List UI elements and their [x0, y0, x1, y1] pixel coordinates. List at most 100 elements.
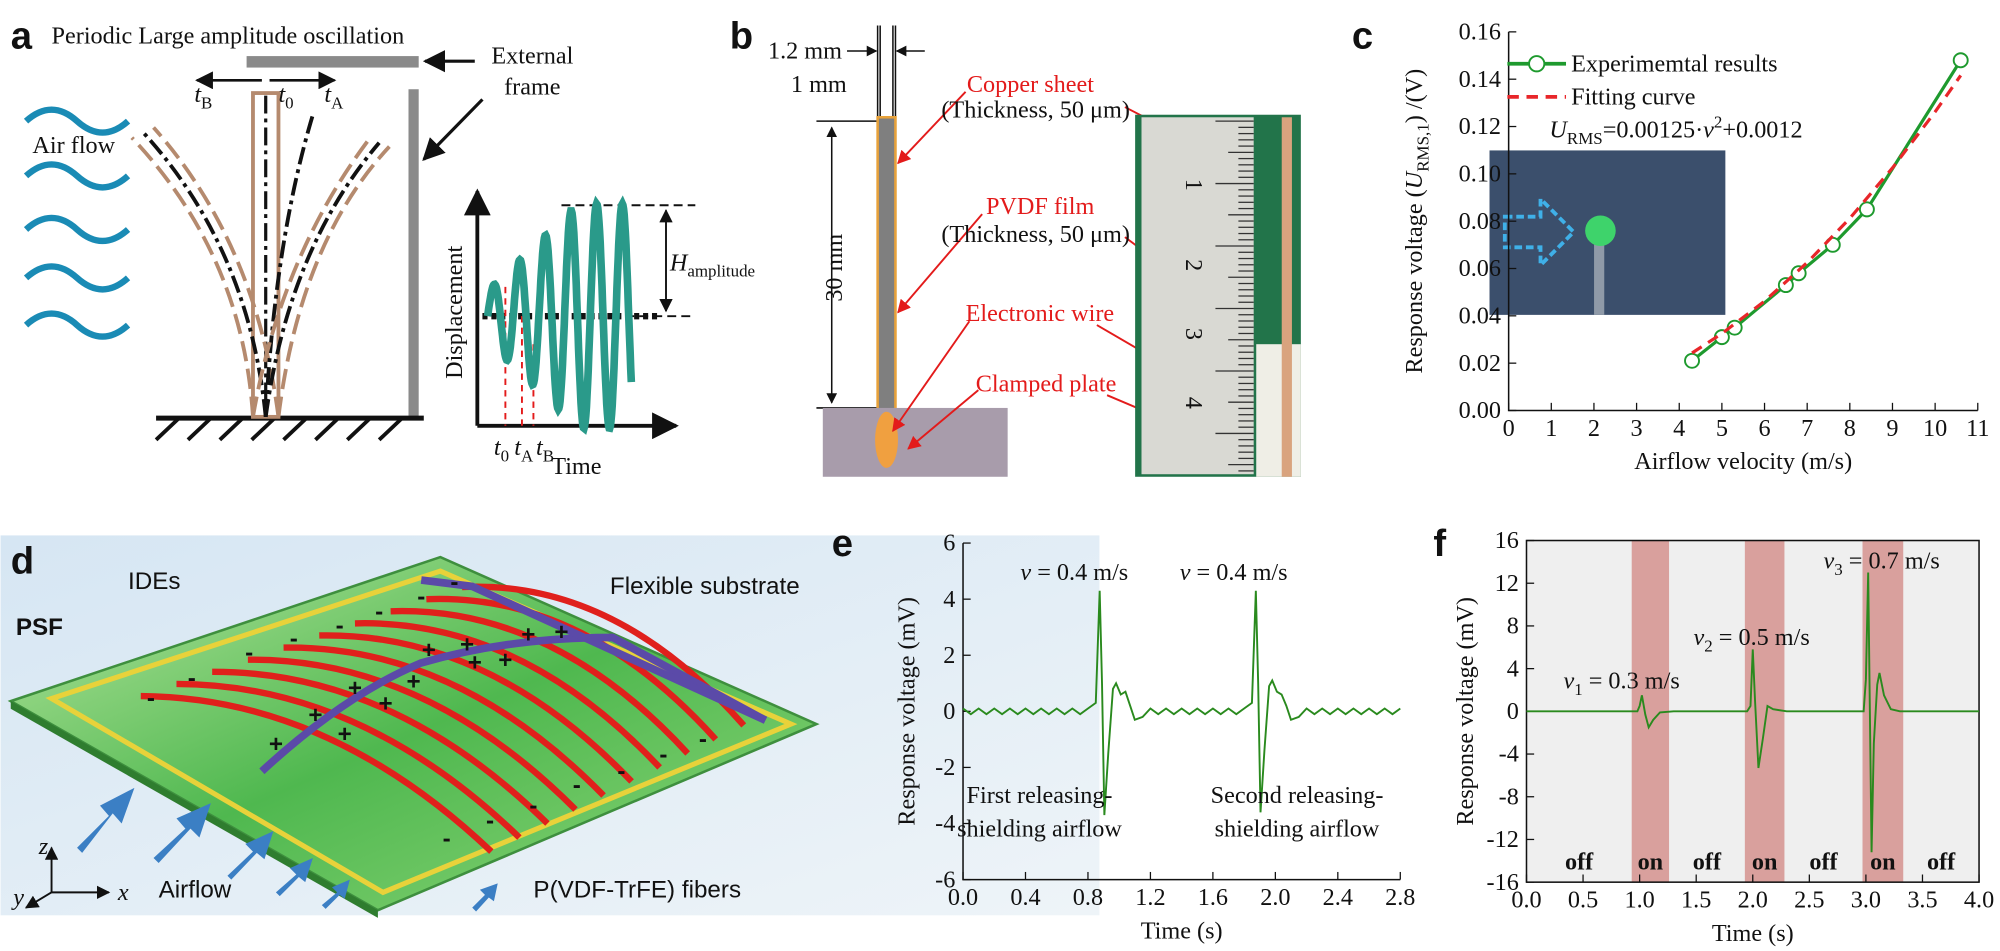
text-part: 2 [1714, 112, 1722, 131]
state-label: on [1638, 848, 1664, 875]
y-tick-label: 4 [1507, 655, 1519, 682]
state-label: off [1565, 848, 1594, 875]
text-part: t [194, 81, 202, 108]
charge: - [617, 758, 625, 785]
fiber [319, 632, 634, 784]
charge: - [699, 726, 707, 753]
charge: + [308, 702, 322, 729]
fiber [247, 656, 578, 812]
y-tick-label: 0.16 [1459, 19, 1501, 46]
x-tick-label: 5 [1716, 415, 1728, 442]
charge: + [378, 690, 392, 717]
data-point [1684, 352, 1700, 369]
charge: - [147, 685, 155, 712]
x-tick-label: 0.8 [1073, 884, 1103, 911]
y-tick-label: 12 [1495, 570, 1519, 597]
text-part: t [494, 434, 502, 461]
substrate-edge [10, 701, 378, 918]
x-tick-label: 7 [1801, 415, 1813, 442]
x-tick-label: 0.4 [1010, 884, 1040, 911]
text-part: v [1824, 548, 1835, 575]
charge: - [450, 569, 458, 596]
text-part: t [514, 434, 522, 461]
y-tick-label: -12 [1487, 826, 1519, 853]
axes [1507, 31, 1978, 412]
text-part: RMS [1567, 129, 1603, 148]
panel-d-drawing [0, 535, 1100, 918]
time-label: tA [324, 81, 344, 112]
label: Flexible substrate [610, 573, 800, 600]
dimension-label: 1.2 mm [768, 38, 842, 65]
axis-letter: z [38, 833, 49, 860]
panel-letter: d [11, 540, 34, 583]
text-part: = 0.7 m/s [1843, 548, 1940, 575]
text-part: A [521, 446, 534, 465]
x-tick-label: 3.5 [1907, 887, 1937, 914]
ides [45, 568, 798, 896]
component-label: PVDF film [986, 193, 1094, 220]
x-tick-label: 8 [1844, 415, 1856, 442]
fiber [390, 607, 691, 756]
y-axis-label: Response voltage (URMS,1) /(V) [1401, 69, 1432, 374]
coord-axes [24, 846, 111, 909]
component-note: (Thickness, 50 μm) [941, 221, 1130, 248]
fiber [212, 668, 550, 826]
wire [259, 633, 768, 775]
x-tick-label: 10 [1923, 415, 1947, 442]
text-part: = 0.3 m/s [1583, 667, 1680, 694]
text-part: 2 [1704, 636, 1712, 655]
charge: + [468, 650, 482, 677]
component-label: Clamped plate [976, 370, 1117, 397]
text-part: RMS,1 [1413, 123, 1432, 171]
x-tick-label: 2.8 [1385, 884, 1415, 911]
state-label: off [1809, 848, 1838, 875]
time-label: tA [514, 434, 534, 465]
text-part: 1 [1574, 680, 1582, 699]
data-point [1858, 201, 1875, 218]
oscillation [483, 195, 636, 435]
text-part: amplitude [687, 262, 755, 281]
text-part: v [1703, 117, 1714, 144]
y-tick-label: -16 [1487, 869, 1519, 896]
charge: - [529, 792, 537, 819]
text-part: =0.00125· [1603, 117, 1703, 144]
charge: + [554, 619, 568, 646]
charge: - [417, 583, 425, 610]
time-label: tB [194, 81, 212, 112]
y-tick-label: 2 [943, 642, 955, 669]
panel-letter: c [1352, 14, 1373, 57]
x-tick-label: 9 [1886, 415, 1898, 442]
y-tick-label: -8 [1499, 783, 1519, 810]
caption: First releasing- [967, 782, 1113, 809]
label: P(VDF-TrFE) fibers [533, 876, 741, 903]
text-part: ) /(V) [1401, 69, 1428, 123]
charge: - [443, 825, 451, 852]
sensor [1585, 215, 1616, 247]
x-tick-label: 0.0 [1511, 887, 1541, 914]
axis-letter: x [117, 879, 129, 906]
ruler-digit: 4 [1180, 397, 1207, 409]
x-tick-label: 1.5 [1681, 887, 1711, 914]
y-tick-label: -4 [935, 810, 955, 837]
equation: URMS=0.00125·v2+0.0012 [1549, 112, 1802, 148]
x-tick-label: 1.2 [1135, 884, 1165, 911]
charge: + [460, 632, 474, 659]
y-axis-label: Response voltage (mV) [1452, 597, 1479, 826]
y-tick-label: 0.14 [1459, 66, 1501, 93]
y-tick-label: 0.06 [1459, 255, 1501, 282]
text-part: = 0.5 m/s [1713, 624, 1810, 651]
panel-title: Periodic Large amplitude oscillation [52, 22, 405, 49]
x-tick-label: 4 [1673, 415, 1685, 442]
axes [962, 543, 1401, 881]
airflow-waves [23, 106, 131, 340]
text-part: 0 [501, 446, 509, 465]
fiber [283, 644, 606, 798]
x-tick-label: 11 [1966, 415, 1989, 442]
x-tick-label: 2.0 [1260, 884, 1290, 911]
panel-letter: f [1433, 522, 1446, 565]
x-tick-label: 2.5 [1794, 887, 1824, 914]
signal-line [1526, 572, 1980, 853]
flow-arrow [1502, 194, 1577, 270]
legend-marker [1528, 55, 1546, 73]
